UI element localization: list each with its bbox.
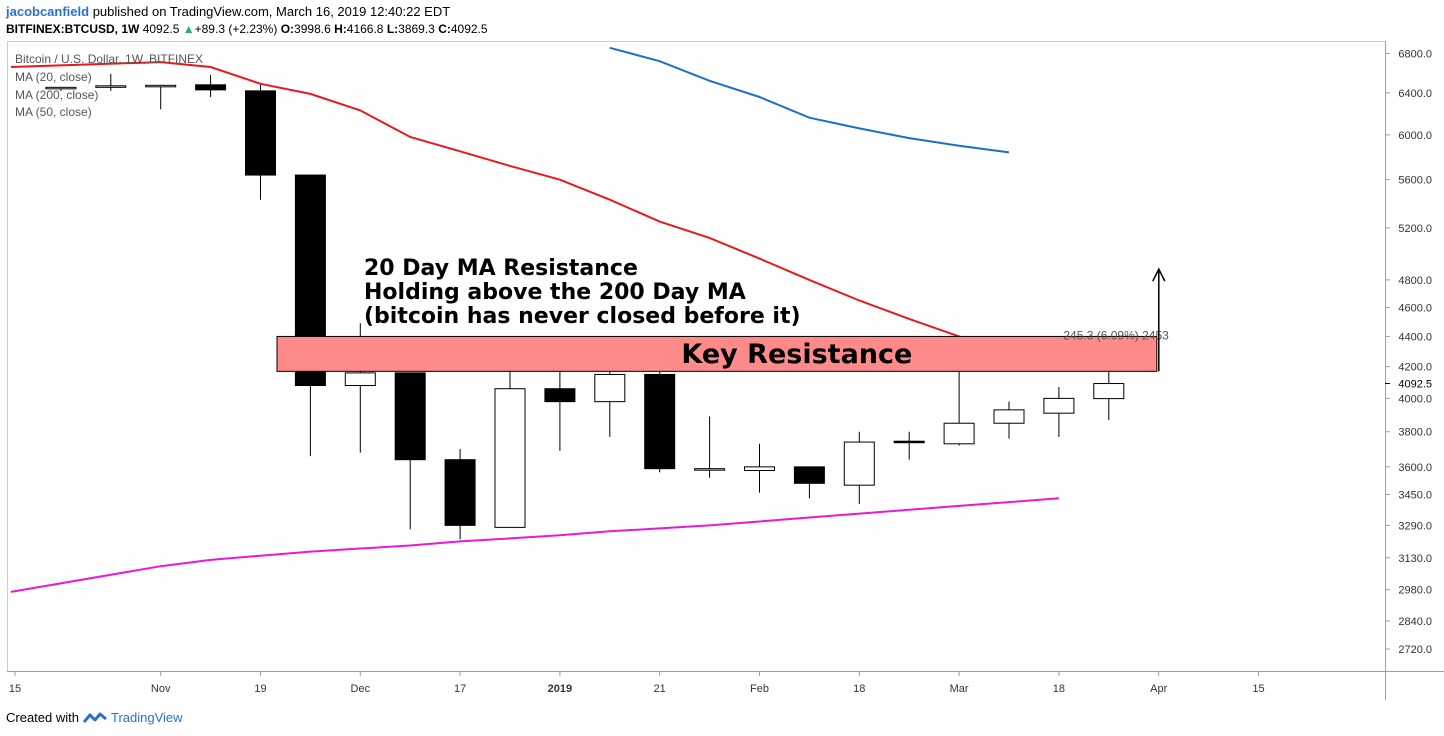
open-label: O: xyxy=(280,22,295,36)
chart-title: Bitcoin / U.S. Dollar, 1W, BITFINEX xyxy=(15,52,203,66)
last-price-label: 4092.5 xyxy=(1398,379,1432,391)
y-tick-label: 2720.0 xyxy=(1398,644,1432,656)
created-with-text: Created with xyxy=(6,710,79,725)
symbol-label: BITFINEX:BTCUSD, 1W xyxy=(6,22,140,36)
footer: Created with TradingView xyxy=(6,710,183,725)
x-tick-label: 15 xyxy=(1252,683,1264,695)
ma-line-0 xyxy=(10,61,1060,371)
x-tick-label: Dec xyxy=(351,683,371,695)
key-resistance-label: Key Resistance xyxy=(681,339,912,370)
close-label: C: xyxy=(438,22,451,36)
candle-body[interactable] xyxy=(145,84,177,88)
y-tick-label: 2840.0 xyxy=(1398,616,1432,628)
candle-body[interactable] xyxy=(344,372,376,387)
change-value: +89.3 (+2.23%) xyxy=(194,22,278,36)
y-tick-label: 3130.0 xyxy=(1398,553,1432,565)
arrow-up-icon xyxy=(1152,267,1166,282)
x-tick-label: 19 xyxy=(254,683,266,695)
x-tick-label: 18 xyxy=(853,683,865,695)
y-tick-label: 6400.0 xyxy=(1398,88,1432,100)
x-tick-label: 18 xyxy=(1053,683,1065,695)
y-tick-label: 6800.0 xyxy=(1398,48,1432,60)
candle-body[interactable] xyxy=(893,440,925,444)
candle-body[interactable] xyxy=(45,86,77,90)
x-tick-label: Feb xyxy=(750,683,769,695)
x-tick-label: 2019 xyxy=(548,683,572,695)
candle-body[interactable] xyxy=(195,84,227,91)
x-tick-label: Nov xyxy=(151,683,171,695)
tradingview-link[interactable]: TradingView xyxy=(110,710,183,725)
candle-body[interactable] xyxy=(1093,383,1125,400)
ma-line-1 xyxy=(10,497,1059,593)
y-tick-label: 4400.0 xyxy=(1398,331,1432,343)
key-resistance-zone[interactable] xyxy=(276,335,1158,372)
y-tick-label: 4600.0 xyxy=(1398,303,1432,315)
y-tick-label: 5600.0 xyxy=(1398,175,1432,187)
x-tick-label: Apr xyxy=(1150,683,1167,695)
ohlc-readout: BITFINEX:BTCUSD, 1W 4092.5 ▲+89.3 (+2.23… xyxy=(6,22,488,36)
y-tick-label: 5200.0 xyxy=(1398,223,1432,235)
candle-body[interactable] xyxy=(993,409,1025,424)
candle-body[interactable] xyxy=(843,441,875,486)
low-label: L: xyxy=(386,22,399,36)
measure-label: 245.3 (6.09%) 2453 xyxy=(1063,328,1169,342)
x-tick-label: Mar xyxy=(950,683,969,695)
last-price: 4092.5 xyxy=(142,22,180,36)
y-tick-label: 3600.0 xyxy=(1398,462,1432,474)
legend-ma-50[interactable]: MA (50, close) xyxy=(15,105,92,119)
x-tick-label: 15 xyxy=(9,683,21,695)
candle-body[interactable] xyxy=(644,373,676,470)
legend-ma-20[interactable]: MA (20, close) xyxy=(15,70,92,84)
y-tick-label: 4800.0 xyxy=(1398,275,1432,287)
publish-info: jacobcanfield published on TradingView.c… xyxy=(6,4,450,19)
y-tick-label: 3290.0 xyxy=(1398,520,1432,532)
candle-body[interactable] xyxy=(694,468,726,471)
annotation-line-3: (bitcoin has never closed before it) xyxy=(364,304,801,329)
y-tick-label: 4200.0 xyxy=(1398,362,1432,374)
candle-body[interactable] xyxy=(544,388,576,403)
y-tick-label: 3450.0 xyxy=(1398,490,1432,502)
y-tick-label: 6000.0 xyxy=(1398,130,1432,142)
tradingview-logo-icon xyxy=(82,712,107,723)
y-tick-label: 4000.0 xyxy=(1398,393,1432,405)
price-chart[interactable]: Key Resistance 245.3 (6.09%) 2453 6800.0 6… xyxy=(0,0,1444,706)
candle-body[interactable] xyxy=(394,372,426,461)
open-value: 3998.6 xyxy=(294,22,331,36)
close-value: 4092.5 xyxy=(450,22,488,36)
candle-body[interactable] xyxy=(793,466,825,484)
high-value: 4166.8 xyxy=(346,22,384,36)
candle-body[interactable] xyxy=(943,422,975,445)
candle-body[interactable] xyxy=(744,466,775,471)
author-link[interactable]: jacobcanfield xyxy=(6,4,90,19)
x-tick-label: 17 xyxy=(454,683,466,695)
candle-body[interactable] xyxy=(95,85,127,88)
ma-line-2 xyxy=(609,46,1010,154)
up-triangle-icon: ▲ xyxy=(182,22,195,36)
candle-body[interactable] xyxy=(594,373,626,403)
high-label: H: xyxy=(334,22,347,36)
candle-body[interactable] xyxy=(494,388,526,528)
y-tick-label: 2980.0 xyxy=(1398,585,1432,597)
candle-body[interactable] xyxy=(1043,397,1075,414)
y-tick-label: 3800.0 xyxy=(1398,427,1432,439)
candle-body[interactable] xyxy=(444,459,476,526)
low-value: 3869.3 xyxy=(398,22,435,36)
annotation-line-2: Holding above the 200 Day MA xyxy=(364,280,746,305)
legend-ma-200[interactable]: MA (200, close) xyxy=(15,88,98,102)
candle-body[interactable] xyxy=(245,90,276,176)
publish-text: published on TradingView.com, March 16, … xyxy=(92,4,451,19)
annotation-line-1: 20 Day MA Resistance xyxy=(364,256,638,281)
x-tick-label: 21 xyxy=(654,683,666,695)
